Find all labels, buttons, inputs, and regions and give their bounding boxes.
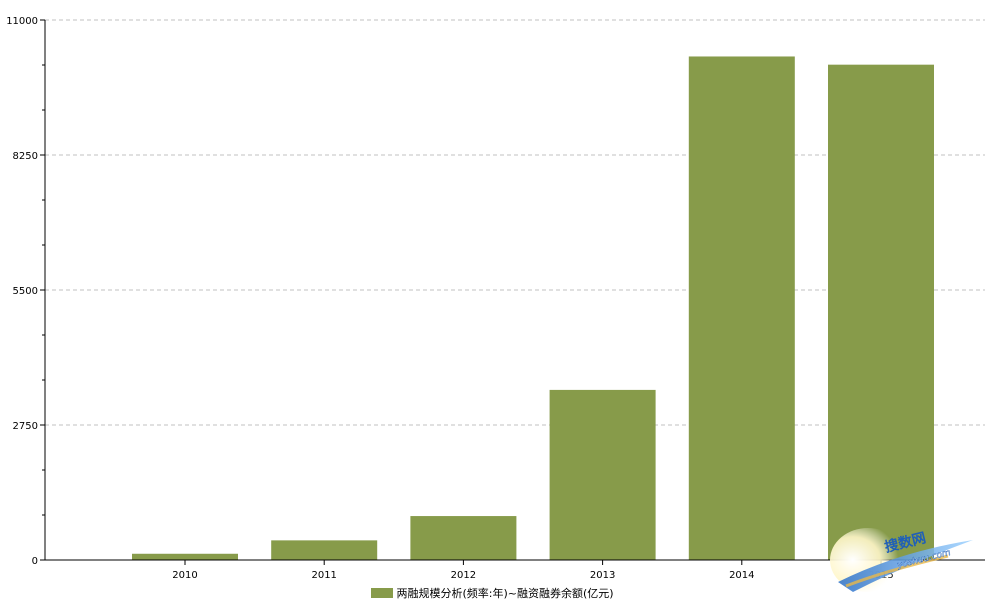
- y-tick-label: 0: [32, 556, 38, 567]
- x-axis-ticks: 2010 2011 2012 2013 2014 2015: [172, 560, 894, 581]
- x-tick-label: 2013: [590, 570, 615, 581]
- y-tick-label: 2750: [13, 421, 38, 432]
- y-tick-label: 5500: [13, 286, 38, 297]
- x-tick-label: 2015: [868, 570, 893, 581]
- y-tick-label: 8250: [13, 151, 38, 162]
- bar-2015: [828, 64, 934, 560]
- bar-2011: [271, 540, 378, 560]
- x-tick-label: 2014: [729, 570, 754, 581]
- bar-2010: [132, 553, 238, 560]
- bars: [132, 56, 934, 560]
- legend: 两融规模分析(频率:年)~融资融券余额(亿元): [0, 585, 985, 601]
- bar-2012: [410, 516, 517, 560]
- gridlines: [45, 19, 985, 426]
- y-tick-label: 11000: [6, 16, 38, 27]
- x-tick-label: 2010: [172, 570, 197, 581]
- legend-label: 两融规模分析(频率:年)~融资融券余额(亿元): [396, 587, 614, 600]
- bar-2013: [549, 389, 656, 560]
- x-tick-label: 2011: [311, 570, 336, 581]
- x-tick-label: 2012: [451, 570, 476, 581]
- y-axis-ticks: 0 2750 5500 8250 11000: [6, 16, 45, 567]
- bar-2014: [688, 56, 795, 560]
- legend-swatch: [371, 588, 394, 598]
